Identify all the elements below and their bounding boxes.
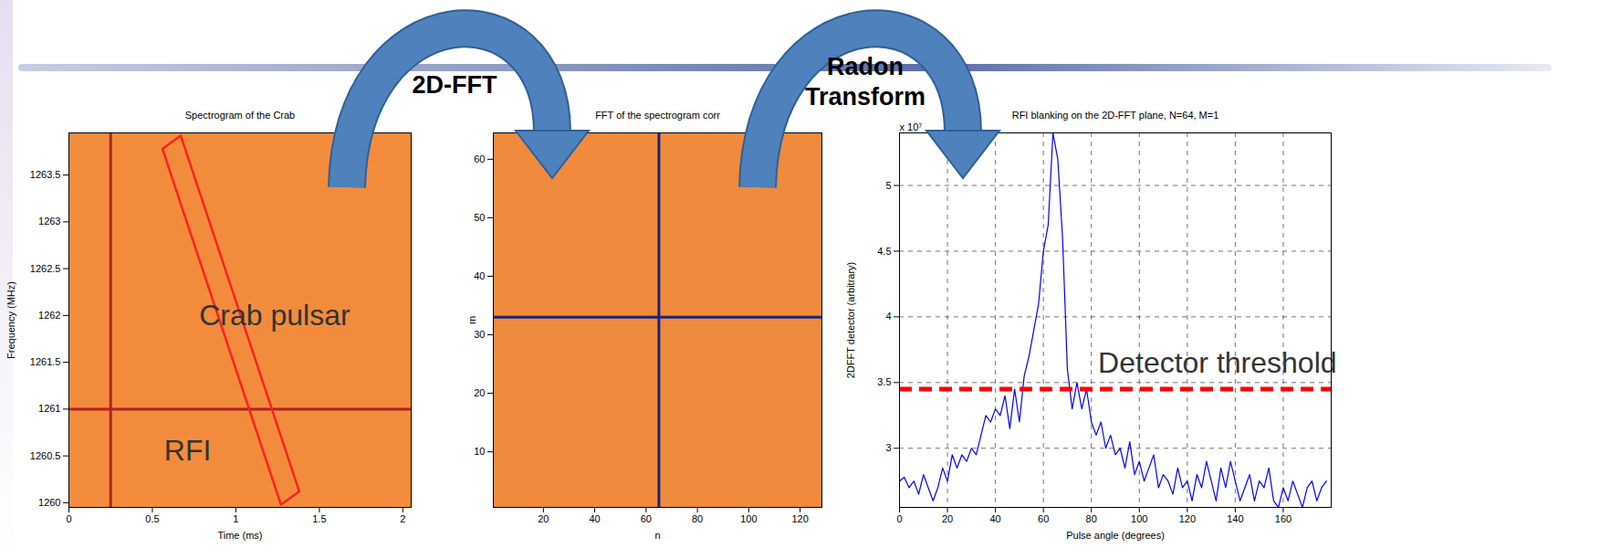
svg-text:Spectrogram of the Crab: Spectrogram of the Crab bbox=[185, 109, 295, 121]
svg-text:40: 40 bbox=[473, 270, 485, 282]
svg-text:1261.5: 1261.5 bbox=[30, 355, 62, 367]
svg-text:40: 40 bbox=[989, 512, 1001, 524]
svg-text:1262: 1262 bbox=[38, 309, 61, 321]
svg-text:1263.5: 1263.5 bbox=[30, 168, 62, 180]
svg-text:0.5: 0.5 bbox=[145, 512, 159, 524]
svg-text:Frequency (MHz): Frequency (MHz) bbox=[5, 281, 17, 359]
svg-text:1: 1 bbox=[232, 512, 239, 524]
svg-text:RFI blanking on the 2D-FFT pla: RFI blanking on the 2D-FFT plane, N=64, … bbox=[1012, 109, 1220, 121]
svg-text:60: 60 bbox=[1037, 512, 1049, 524]
svg-text:4.5: 4.5 bbox=[877, 244, 891, 256]
svg-text:120: 120 bbox=[1179, 512, 1196, 524]
svg-text:1.5: 1.5 bbox=[312, 512, 326, 524]
svg-text:3: 3 bbox=[885, 441, 891, 453]
svg-text:1262.5: 1262.5 bbox=[30, 262, 62, 274]
svg-text:120: 120 bbox=[791, 512, 808, 524]
svg-text:0: 0 bbox=[896, 512, 902, 524]
svg-text:2: 2 bbox=[399, 512, 406, 524]
svg-text:x 10⁷: x 10⁷ bbox=[899, 121, 923, 133]
svg-text:4: 4 bbox=[885, 310, 891, 322]
svg-text:100: 100 bbox=[1130, 512, 1148, 524]
svg-text:RFI: RFI bbox=[164, 433, 212, 467]
svg-text:80: 80 bbox=[691, 512, 703, 524]
svg-text:0: 0 bbox=[65, 512, 72, 524]
svg-text:Time (ms): Time (ms) bbox=[217, 529, 262, 541]
svg-text:Crab pulsar: Crab pulsar bbox=[198, 298, 351, 332]
svg-text:1261: 1261 bbox=[38, 402, 61, 414]
svg-text:160: 160 bbox=[1275, 512, 1292, 524]
svg-text:50: 50 bbox=[473, 211, 485, 223]
svg-text:30: 30 bbox=[473, 328, 485, 340]
svg-text:RadonTransform: RadonTransform bbox=[805, 52, 926, 111]
svg-text:80: 80 bbox=[1086, 512, 1098, 524]
svg-text:1260.5: 1260.5 bbox=[30, 449, 62, 461]
svg-text:3.5: 3.5 bbox=[877, 376, 891, 387]
svg-text:20: 20 bbox=[537, 512, 549, 524]
svg-text:60: 60 bbox=[473, 153, 485, 165]
svg-text:1263: 1263 bbox=[38, 215, 61, 227]
svg-text:20: 20 bbox=[473, 386, 485, 398]
svg-text:Detector threshold: Detector threshold bbox=[1098, 345, 1337, 379]
svg-text:140: 140 bbox=[1226, 512, 1244, 524]
svg-text:2D-FFT: 2D-FFT bbox=[412, 71, 498, 99]
svg-text:40: 40 bbox=[588, 512, 600, 524]
svg-text:1260: 1260 bbox=[38, 496, 61, 508]
svg-text:100: 100 bbox=[740, 512, 757, 524]
svg-text:m: m bbox=[466, 315, 478, 325]
svg-text:20: 20 bbox=[941, 512, 953, 524]
svg-text:n: n bbox=[654, 529, 660, 541]
svg-text:5: 5 bbox=[885, 179, 891, 191]
svg-text:Pulse angle (degrees): Pulse angle (degrees) bbox=[1066, 529, 1165, 541]
svg-text:10: 10 bbox=[473, 445, 485, 457]
svg-text:FFT of the spectrogram corr: FFT of the spectrogram corr bbox=[595, 109, 721, 121]
svg-text:60: 60 bbox=[640, 512, 652, 524]
svg-text:2DFFT detector (arbitrary): 2DFFT detector (arbitrary) bbox=[845, 261, 857, 379]
